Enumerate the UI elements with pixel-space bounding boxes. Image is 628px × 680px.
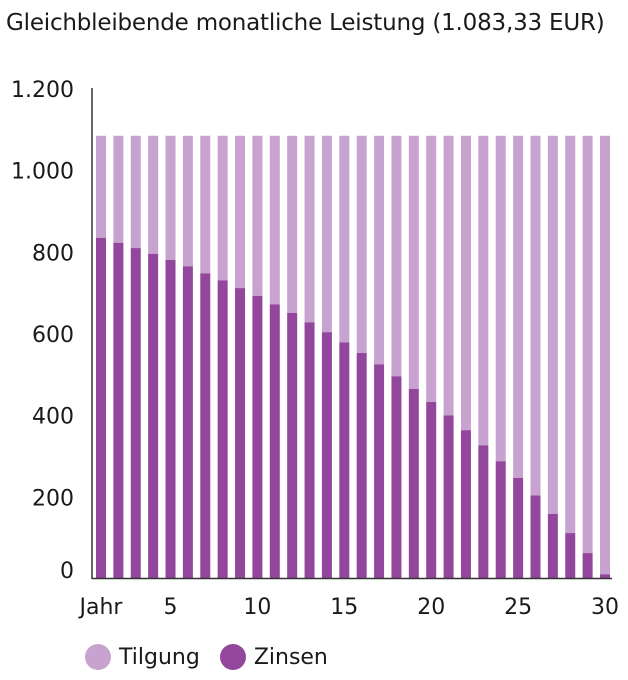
bar-zinsen: [356, 353, 367, 578]
x-tick-label: 10: [243, 595, 271, 620]
bar-tilgung: [182, 135, 193, 267]
bar-tilgung: [235, 135, 246, 289]
legend-item-zinsen: Zinsen: [219, 644, 328, 670]
bar-zinsen: [408, 388, 419, 578]
bar-tilgung: [200, 135, 211, 274]
bar-tilgung: [252, 135, 263, 296]
bar-tilgung: [391, 135, 402, 377]
bar-zinsen: [148, 253, 159, 579]
x-tick-label: Jahr: [78, 595, 124, 620]
bar-tilgung: [547, 135, 558, 514]
bar-tilgung: [113, 135, 124, 243]
y-tick-label: 400: [32, 405, 74, 430]
x-tick-label: 20: [417, 595, 445, 620]
bar-tilgung: [426, 135, 437, 403]
bar-zinsen: [235, 288, 246, 578]
y-axis-ticks: 0 200 400 600 800 1.000 1.200: [11, 78, 74, 584]
bar-tilgung: [321, 135, 332, 333]
bar-tilgung: [582, 135, 593, 554]
bar-zinsen: [565, 533, 576, 578]
bar-zinsen: [513, 477, 524, 578]
bars-group: [96, 135, 610, 579]
bar-zinsen: [443, 415, 454, 578]
legend-label-tilgung: Tilgung: [119, 644, 200, 670]
legend: Tilgung Zinsen: [85, 644, 348, 670]
bar-tilgung: [460, 135, 471, 431]
bar-zinsen: [391, 376, 402, 578]
bar-tilgung: [339, 135, 350, 343]
bar-zinsen: [495, 461, 506, 578]
bar-tilgung: [530, 135, 541, 496]
bar-zinsen: [478, 445, 489, 578]
bar-tilgung: [96, 135, 106, 238]
x-axis-ticks: Jahr 5 10 15 20 25 30: [78, 595, 619, 620]
bar-zinsen: [113, 242, 124, 578]
bar-tilgung: [287, 135, 298, 313]
bar-zinsen: [130, 248, 141, 579]
bar-tilgung: [269, 135, 280, 305]
bar-zinsen: [321, 332, 332, 578]
chart-title: Gleichbleibende monatliche Leistung (1.0…: [6, 10, 605, 36]
x-tick-label: 30: [591, 595, 619, 620]
bar-zinsen: [426, 402, 437, 578]
bar-zinsen: [530, 495, 541, 578]
bar-tilgung: [217, 135, 228, 281]
y-tick-label: 1.200: [11, 78, 74, 103]
bar-zinsen: [304, 322, 315, 578]
bar-zinsen: [200, 273, 211, 578]
y-tick-label: 800: [32, 241, 74, 266]
bar-zinsen: [217, 280, 228, 578]
bar-tilgung: [408, 135, 419, 389]
bar-tilgung: [165, 135, 176, 260]
bar-tilgung: [304, 135, 315, 323]
legend-swatch-tilgung: [85, 644, 111, 670]
bar-tilgung: [443, 135, 454, 416]
legend-swatch-zinsen: [219, 644, 246, 670]
y-tick-label: 0: [60, 559, 74, 584]
bar-tilgung: [565, 135, 576, 534]
bar-zinsen: [165, 259, 176, 578]
bar-zinsen: [582, 553, 593, 578]
legend-label-zinsen: Zinsen: [253, 644, 328, 670]
x-tick-label: 15: [330, 595, 358, 620]
bar-zinsen: [600, 574, 610, 578]
bar-zinsen: [287, 312, 298, 578]
bar-tilgung: [148, 135, 159, 254]
bar-zinsen: [269, 304, 280, 578]
bar-tilgung: [495, 135, 506, 462]
bar-zinsen: [460, 430, 471, 578]
bar-zinsen: [374, 364, 385, 578]
bar-zinsen: [547, 513, 558, 578]
bar-tilgung: [513, 135, 524, 478]
bar-tilgung: [374, 135, 385, 365]
bar-zinsen: [182, 266, 193, 578]
bar-tilgung: [130, 135, 141, 249]
bar-zinsen: [339, 342, 350, 578]
y-tick-label: 200: [32, 486, 74, 511]
bar-zinsen: [252, 295, 263, 578]
legend-item-tilgung: Tilgung: [85, 644, 200, 670]
bar-zinsen: [96, 237, 106, 578]
bar-tilgung: [600, 135, 610, 575]
bar-tilgung: [356, 135, 367, 354]
bar-tilgung: [478, 135, 489, 446]
y-tick-label: 1.000: [11, 160, 74, 185]
y-tick-label: 600: [32, 323, 74, 348]
x-tick-label: 25: [504, 595, 532, 620]
x-tick-label: 5: [164, 595, 178, 620]
